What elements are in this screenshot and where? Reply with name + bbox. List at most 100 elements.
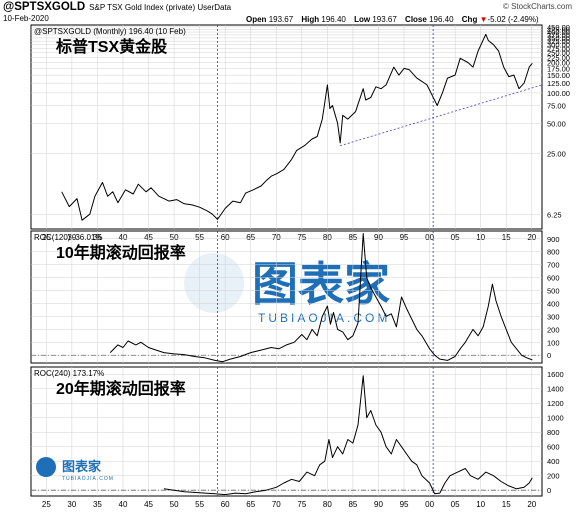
y-tick-label: 425.00 (547, 25, 570, 34)
y-tick-label: 50.00 (547, 119, 566, 128)
x-tick-label: 85 (348, 233, 357, 242)
x-tick-label: 55 (195, 500, 204, 509)
high-value: 196.40 (321, 15, 346, 24)
x-tick-label: 60 (221, 500, 230, 509)
y-tick-label: 700 (547, 261, 560, 270)
brand-logo-text: 图表家 (62, 459, 102, 474)
x-tick-label: 50 (170, 233, 179, 242)
x-tick-label: 20 (527, 233, 536, 242)
y-tick-label: 1200 (547, 399, 564, 408)
y-tick-label: 250.00 (547, 49, 570, 58)
x-tick-label: 55 (195, 233, 204, 242)
y-tick-label: 200.00 (547, 58, 570, 67)
y-tick-label: 400 (547, 457, 560, 466)
x-tick-label: 00 (425, 233, 434, 242)
series-line (163, 375, 533, 496)
y-tick-label: 600 (547, 443, 560, 452)
series-line (109, 233, 533, 363)
y-tick-label: 6.25 (547, 211, 562, 220)
x-tick-label: 50 (170, 500, 179, 509)
x-tick-label: 15 (502, 233, 511, 242)
panel-frame (30, 24, 543, 230)
x-tick-label: 60 (221, 233, 230, 242)
x-tick-label: 65 (246, 500, 255, 509)
chg-value: -5.02 (-2.49%) (487, 15, 539, 24)
brand-logo (36, 457, 56, 477)
x-tick-label: 10 (476, 233, 485, 242)
y-tick-label: 75.00 (547, 102, 566, 111)
y-tick-label: 25.00 (547, 150, 566, 159)
y-tick-label: 150.00 (547, 71, 570, 80)
y-tick-label: 200 (547, 472, 560, 481)
panel-legend: @SPTSXGOLD (Monthly) 196.40 (10 Feb) (34, 27, 186, 36)
y-tick-label: 400.00 (547, 28, 570, 37)
y-tick-label: 1600 (547, 370, 564, 379)
x-tick-label: 95 (400, 233, 409, 242)
low-value: 193.67 (372, 15, 397, 24)
y-tick-label: 800 (547, 248, 560, 257)
y-tick-label: 0 (547, 351, 551, 360)
panel-overlay-title: 20年期滚动回报率 (56, 379, 186, 398)
x-tick-label: 00 (425, 500, 434, 509)
chart-source: © StockCharts.com (502, 2, 572, 11)
brand-logo-icon (36, 457, 56, 477)
x-tick-label: 70 (272, 233, 281, 242)
x-tick-label: 35 (93, 500, 102, 509)
x-tick-label: 75 (297, 500, 306, 509)
y-tick-label: 100.00 (547, 89, 570, 98)
y-tick-label: 500 (547, 287, 560, 296)
x-tick-label: 75 (297, 233, 306, 242)
watermark-logo-icon (184, 253, 244, 313)
x-tick-label: 10 (476, 500, 485, 509)
chart-header-quote: Open 193.67 High 196.40 Low 193.67 Close… (246, 16, 539, 24)
chart-header-ticker: @SPTSXGOLD S&P TSX Gold Index (private) U… (3, 1, 232, 13)
x-tick-label: 40 (119, 500, 128, 509)
chg-arrow: ▼ (479, 15, 488, 24)
x-tick-label: 25 (42, 233, 51, 242)
x-tick-label: 65 (246, 233, 255, 242)
x-tick-label: 40 (119, 233, 128, 242)
high-label: High (301, 15, 320, 24)
y-tick-label: 225.00 (547, 53, 570, 62)
watermark-subtext: TUBIAOJIA.COM (258, 311, 390, 325)
y-tick-label: 800 (547, 428, 560, 437)
x-tick-label: 30 (67, 233, 76, 242)
brand-logo-subtext: TUBIAOJIA.COM (62, 476, 114, 482)
y-tick-label: 600 (547, 274, 560, 283)
x-tick-label: 25 (42, 500, 51, 509)
y-tick-label: 1000 (547, 414, 564, 423)
x-tick-label: 35 (93, 233, 102, 242)
x-tick-label: 15 (502, 500, 511, 509)
close-value: 196.40 (429, 15, 454, 24)
y-tick-label: 175.00 (547, 64, 570, 73)
low-label: Low (354, 15, 371, 24)
y-tick-label: 0 (547, 486, 551, 495)
panel-legend: ROC(120) -36.01% (34, 233, 102, 242)
y-tick-label: 100 (547, 338, 560, 347)
y-tick-label: 200 (547, 325, 560, 334)
x-tick-label: 30 (67, 500, 76, 509)
series-line (61, 33, 533, 221)
x-tick-label: 80 (323, 233, 332, 242)
y-tick-label: 325.00 (547, 37, 570, 46)
x-tick-label: 90 (374, 233, 383, 242)
watermark-text: 图表家 (252, 258, 390, 310)
y-tick-label: 300 (547, 312, 560, 321)
y-tick-label: 1400 (547, 385, 564, 394)
x-tick-label: 20 (527, 500, 536, 509)
x-tick-label: 90 (374, 500, 383, 509)
open-value: 193.67 (268, 15, 294, 24)
open-label: Open (246, 15, 267, 24)
x-tick-label: 05 (451, 500, 460, 509)
panel-overlay-title: 10年期滚动回报率 (56, 243, 186, 262)
support-trendline (340, 84, 543, 147)
x-tick-label: 45 (144, 233, 153, 242)
chart-header-description: S&P TSX Gold Index (private) UserData (89, 3, 232, 12)
panel-overlay-title: 标普TSX黄金股 (55, 37, 168, 56)
chart-header-date: 10-Feb-2020 (3, 14, 49, 23)
y-tick-label: 400 (547, 299, 560, 308)
x-tick-label: 45 (144, 500, 153, 509)
y-tick-label: 900 (547, 235, 560, 244)
y-tick-label: 275.00 (547, 45, 570, 54)
